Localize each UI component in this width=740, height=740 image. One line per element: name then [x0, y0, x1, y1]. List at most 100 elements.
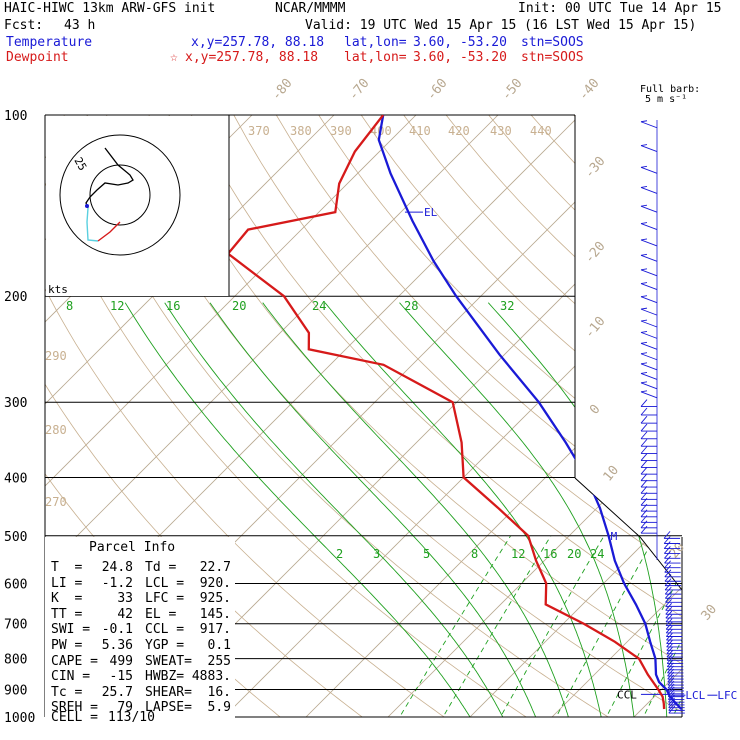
init-time: Init: 00 UTC Tue 14 Apr 15	[518, 1, 722, 16]
wind-barb-flag	[664, 560, 671, 569]
dry-adiabat-line	[318, 115, 682, 717]
wind-barb-flag	[640, 466, 648, 475]
hodograph-ring-label: 25	[71, 155, 89, 173]
parcel-right-7: HWBZ=	[145, 669, 185, 685]
mixing-ratio-lines	[391, 535, 682, 717]
pressure-tick-label: 600	[4, 577, 27, 592]
dry-adiabat-line	[360, 115, 682, 717]
theta-label: 390	[330, 124, 352, 138]
isotherm-line	[210, 115, 682, 717]
wind-barb	[640, 145, 658, 152]
mixing-ratio-label: 2	[336, 547, 343, 561]
hodograph-ring-outer	[59, 134, 181, 256]
wind-barb	[640, 353, 658, 361]
wind-barb-flag	[668, 705, 676, 714]
moist-adiabat-label: 24	[312, 299, 326, 313]
temperature-surface-segment	[680, 707, 682, 715]
mixing-ratio-line	[493, 535, 605, 717]
parcel-left-val-4: -0.1	[101, 622, 133, 638]
wind-barb-flag	[665, 599, 672, 607]
moist-adiabat-label: 8	[66, 299, 73, 313]
pressure-tick-label: 200	[4, 290, 27, 305]
parcel-left-2: K =	[51, 591, 83, 607]
parcel-left-0: T =	[51, 560, 83, 575]
wind-barb	[640, 269, 658, 277]
dry-adiabat-line	[275, 115, 682, 717]
wind-barbs	[640, 120, 685, 714]
parcel-left-val-2: 33	[117, 591, 133, 607]
parcel-right-2: LFC =	[145, 591, 185, 607]
wind-barb-flag	[640, 446, 648, 454]
wind-barb-flag	[640, 341, 648, 344]
theta-label: 290	[45, 349, 67, 363]
parcel-right-val-2: 925.	[199, 591, 231, 607]
wind-barb	[640, 121, 658, 129]
isotherm-line	[456, 115, 682, 717]
theta-label: 380	[290, 124, 312, 138]
wind-barb	[640, 254, 658, 262]
temperature-legend-latlon-label: lat,lon=	[344, 35, 407, 50]
temperature-legend-latlon: 3.60, -53.20	[413, 35, 507, 50]
pressure-tick-label: 400	[4, 471, 27, 486]
theta-label: 280	[45, 423, 67, 437]
lcl-marker: LCL	[685, 689, 705, 702]
moist-adiabat-line	[164, 302, 504, 717]
barb-legend-line2: 5 m s⁻¹	[645, 94, 688, 105]
wind-barb	[640, 382, 658, 390]
parcel-left-val-1: -1.2	[101, 575, 133, 591]
dewpoint-legend-xy: x,y=257.78, 88.18	[185, 50, 319, 65]
agency-label: NCAR/MMMM	[275, 1, 346, 16]
parcel-right-0: Td =	[145, 560, 177, 575]
wind-barb	[640, 373, 658, 380]
moist-adiabat-label: 32	[500, 299, 514, 313]
wind-barb-flag	[665, 603, 672, 611]
pressure-tick-label: 700	[4, 618, 27, 633]
wind-barb-flag	[640, 238, 648, 241]
parcel-left-val-6: 499	[109, 653, 133, 669]
isotherm-label: -30	[582, 154, 609, 182]
moist-adiabat-label: 16	[166, 299, 180, 313]
mixing-ratio-line	[435, 535, 552, 717]
moist-adiabat-line	[262, 302, 569, 717]
moist-adiabat-line	[209, 302, 537, 717]
isotherm-label: -60	[424, 76, 451, 104]
temperature-legend-name: Temperature	[6, 35, 93, 50]
dry-adiabat-line	[190, 115, 682, 717]
parcel-left-val-3: 42	[117, 606, 133, 622]
theta-label: 430	[490, 124, 512, 138]
moist-adiabat-line	[487, 302, 668, 717]
model-title: HAIC-HIWC 13km ARW-GFS init	[4, 1, 216, 16]
wind-barb-flag	[640, 186, 648, 188]
pressure-tick-label: 800	[4, 653, 27, 668]
wind-barb-flag	[640, 438, 648, 447]
parcel-left-val-7: -15	[109, 669, 133, 685]
pressure-tick-label: 500	[4, 530, 27, 545]
wind-barb-flag	[640, 268, 648, 271]
dry-adiabat-line	[233, 115, 682, 717]
dewpoint-legend-latlon-label: lat,lon=	[344, 50, 407, 65]
wind-barb-flag	[640, 525, 648, 534]
isotherm-label: -80	[269, 76, 296, 104]
wind-barb-flag	[664, 546, 671, 554]
isotherm-label: 0	[587, 402, 604, 418]
wind-barb-flag	[640, 431, 648, 440]
wind-barb-flag	[640, 390, 648, 393]
wind-barb-flag	[640, 319, 648, 322]
parcel-left-1: LI =	[51, 575, 83, 591]
moist-adiabat-line	[692, 303, 739, 717]
isotherm-line	[0, 102, 19, 730]
parcel-right-3: EL =	[145, 606, 177, 622]
isotherm-label: -40	[576, 76, 603, 104]
moist-adiabat-line	[124, 302, 471, 717]
dry-adiabat-line	[45, 115, 463, 717]
hodograph-trace-upper	[85, 147, 134, 209]
parcel-right-val-0: 22.7	[199, 560, 231, 575]
parcel-left-9: SREH =	[51, 700, 98, 716]
axis-labels: -80 -70 -60 -50 -40 -30 -20 -10 0 10 20 30 370 380 390…	[45, 76, 737, 702]
cell-value: 113/10	[108, 710, 155, 725]
parcel-right-val-4: 917.	[199, 622, 231, 638]
isotherm-label: -70	[346, 76, 373, 104]
temperature-legend-station: stn=SOOS	[521, 35, 584, 50]
parcel-right-8: SHEAR=	[145, 684, 192, 700]
